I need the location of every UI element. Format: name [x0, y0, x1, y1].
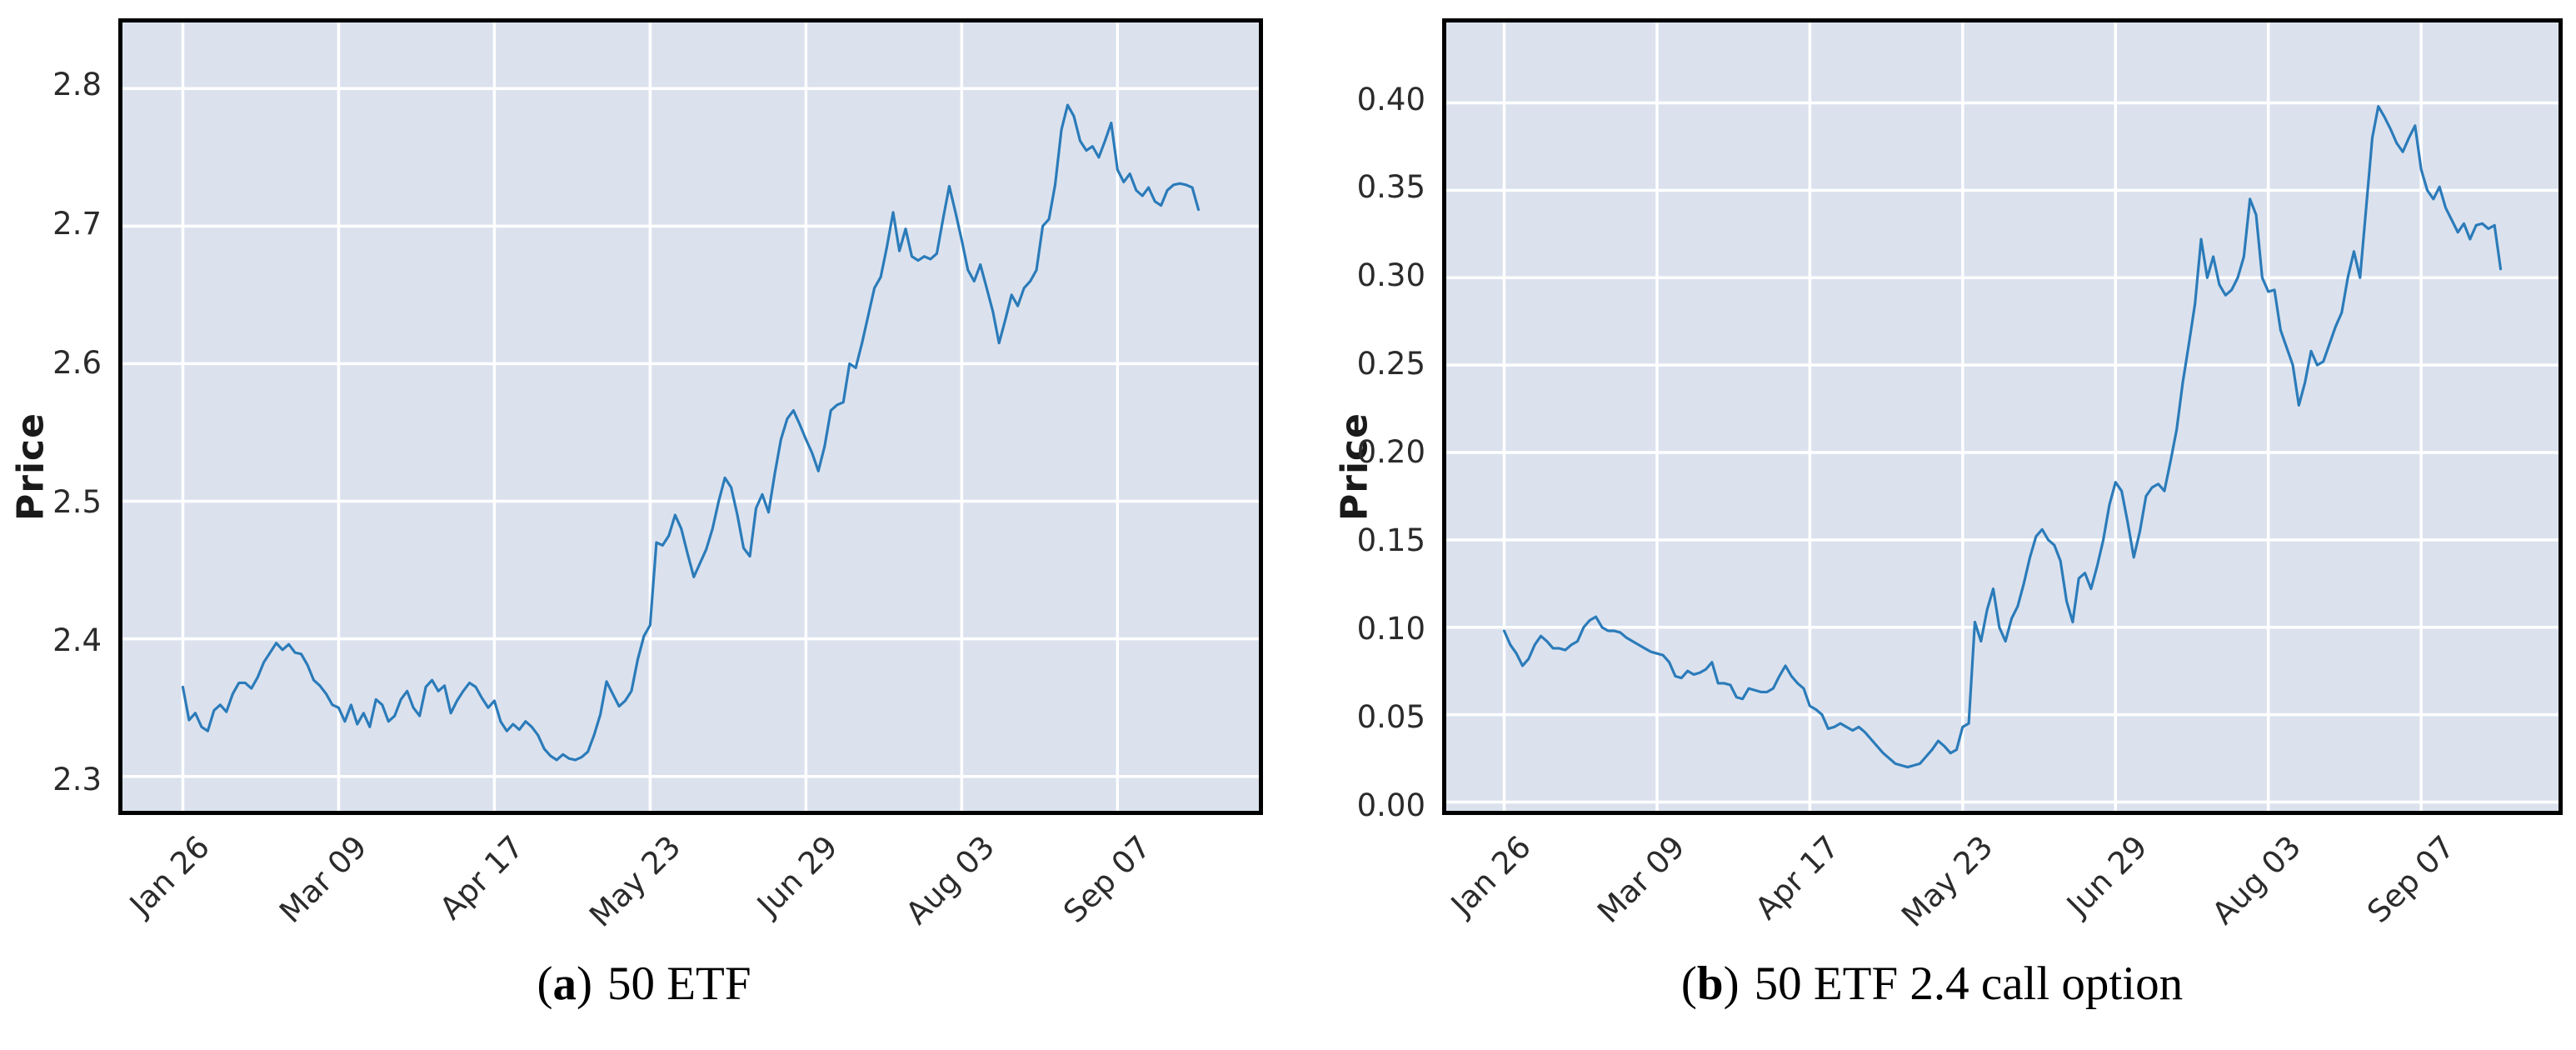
y-tick-label: 0.05	[1356, 699, 1425, 736]
x-tick-label: May 23	[582, 828, 688, 934]
caption-letter: a	[552, 958, 577, 1010]
y-tick-label: 0.15	[1356, 522, 1425, 559]
y-tick-label: 0.00	[1356, 788, 1425, 824]
x-tick-label: Apr 17	[432, 828, 531, 927]
price-series-line	[181, 103, 1201, 762]
y-tick-label: 0.35	[1356, 169, 1425, 206]
price-line-chart	[1446, 22, 2559, 811]
y-tick-label: 0.40	[1356, 81, 1425, 118]
caption: (b) 50 ETF 2.4 call option	[1288, 957, 2576, 1011]
caption-paren-close: )	[1723, 958, 1740, 1010]
x-tick-label: May 23	[1895, 828, 2000, 934]
caption-paren-open: (	[537, 958, 553, 1010]
x-tick-label: Aug 03	[898, 828, 1001, 932]
caption-paren-close: )	[576, 958, 592, 1010]
plot-area	[118, 18, 1263, 815]
price-series-line	[1502, 105, 2503, 769]
y-tick-label: 2.3	[52, 762, 102, 798]
x-tick-label: Sep 07	[1056, 828, 1159, 930]
caption-paren-open: (	[1680, 958, 1697, 1010]
y-tick-label: 2.7	[52, 205, 102, 242]
x-tick-label: Jun 29	[750, 828, 845, 923]
caption-text: 50 ETF 2.4 call option	[1754, 958, 2184, 1010]
y-tick-label: 2.8	[52, 67, 102, 103]
x-tick-label: Jan 26	[1444, 828, 1538, 922]
x-tick-label: Jan 26	[122, 828, 217, 922]
y-tick-label: 2.5	[52, 483, 102, 520]
caption-letter: b	[1696, 958, 1724, 1010]
y-tick-label: 0.25	[1356, 346, 1425, 382]
price-line-chart	[122, 22, 1259, 811]
y-tick-label: 0.30	[1356, 258, 1425, 294]
x-tick-label: Aug 03	[2204, 828, 2309, 932]
x-tick-label: Mar 09	[272, 828, 374, 930]
y-tick-label: 2.4	[52, 622, 102, 659]
x-tick-label: Sep 07	[2360, 828, 2462, 930]
y-tick-label: 0.20	[1356, 434, 1425, 471]
x-tick-label: Mar 09	[1590, 828, 1692, 930]
y-tick-label: 2.6	[52, 344, 102, 381]
caption-text: 50 ETF	[607, 958, 751, 1010]
y-tick-label: 0.10	[1356, 611, 1425, 648]
plot-area	[1442, 18, 2563, 815]
x-tick-label: Apr 17	[1748, 828, 1846, 927]
x-tick-label: Jun 29	[2059, 828, 2154, 923]
caption: (a) 50 ETF	[0, 957, 1288, 1011]
